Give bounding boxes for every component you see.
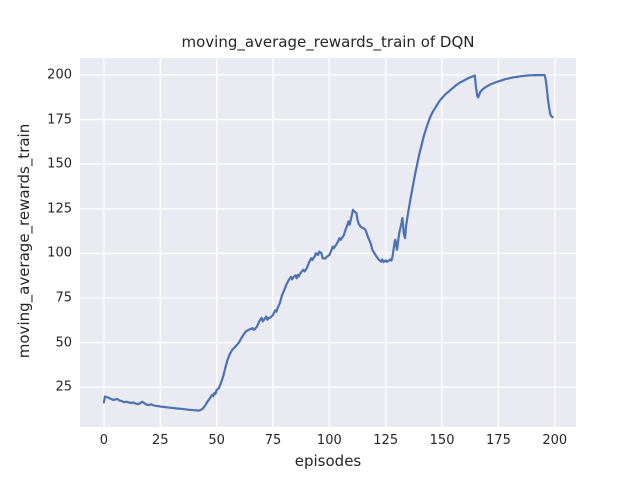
- y-tick-label: 150: [47, 156, 72, 172]
- x-tick-label: 150: [429, 433, 455, 448]
- y-tick-label: 50: [55, 335, 72, 351]
- x-axis-label: episodes: [294, 452, 362, 470]
- y-tick-label: 100: [47, 245, 72, 261]
- x-tick-label: 0: [99, 433, 109, 448]
- x-tick-label: 200: [542, 433, 568, 448]
- series-line: [102, 74, 554, 412]
- plot-area: [80, 58, 576, 427]
- y-axis-label: moving_average_rewards_train: [15, 123, 33, 359]
- y-tick-label: 75: [55, 290, 72, 306]
- x-tick-label: 125: [373, 433, 399, 448]
- y-tick-label: 125: [47, 201, 72, 217]
- x-tick-label: 100: [316, 433, 342, 448]
- x-tick-label: 25: [151, 433, 169, 448]
- x-tick-label: 75: [264, 433, 282, 448]
- x-tick-label: 50: [208, 433, 225, 448]
- x-tick-label: 175: [486, 433, 511, 448]
- chart-title: moving_average_rewards_train of DQN: [181, 33, 475, 51]
- y-tick-label: 200: [47, 67, 72, 83]
- y-tick-label: 25: [55, 379, 72, 395]
- y-tick-label: 175: [47, 112, 72, 128]
